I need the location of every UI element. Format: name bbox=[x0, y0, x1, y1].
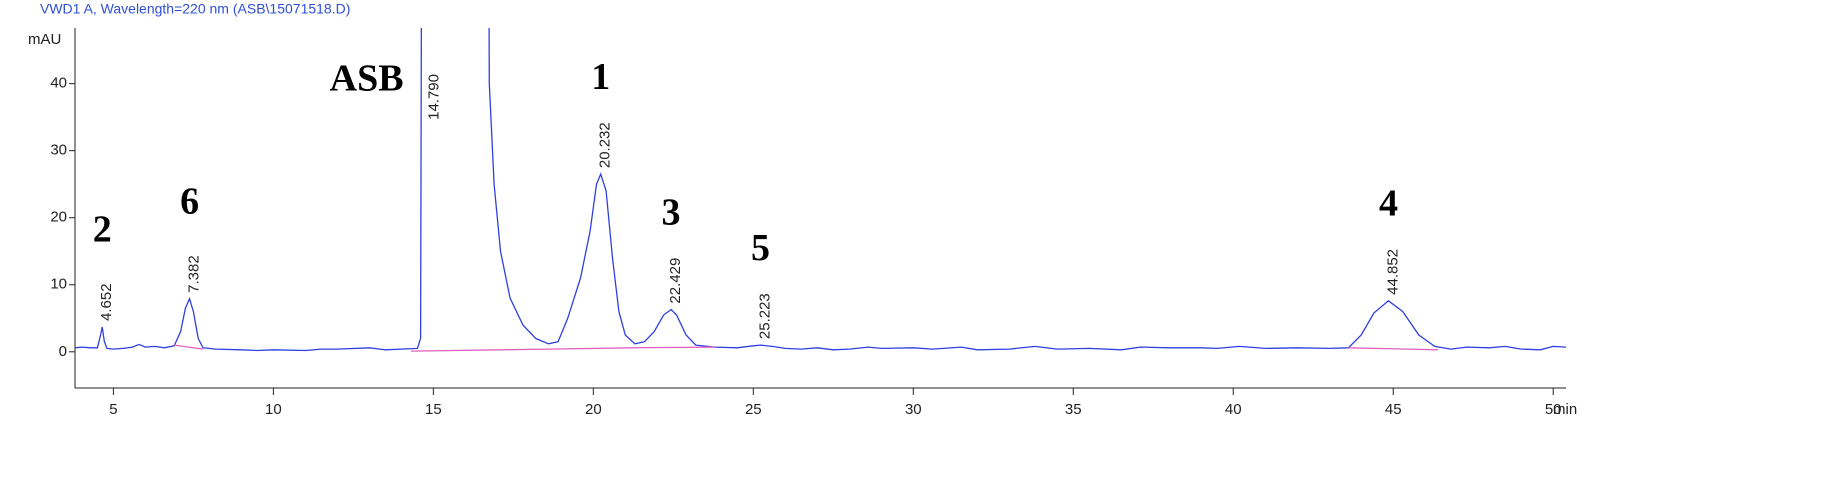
peak-name: 4 bbox=[1379, 183, 1398, 225]
y-tick-label: 10 bbox=[50, 276, 67, 293]
plot-area bbox=[75, 28, 1566, 352]
peak-name: 1 bbox=[591, 56, 610, 98]
y-tick-label: 0 bbox=[59, 343, 67, 360]
x-tick-label: 45 bbox=[1385, 401, 1402, 418]
peak-name: 5 bbox=[751, 227, 770, 269]
x-tick-label: 15 bbox=[425, 401, 442, 418]
x-tick-label: 30 bbox=[905, 401, 922, 418]
retention-time: 25.223 bbox=[756, 293, 773, 339]
series-line bbox=[75, 28, 1566, 352]
x-tick-label: 40 bbox=[1225, 401, 1242, 418]
peak-name: 2 bbox=[93, 209, 112, 251]
peak-name: ASB bbox=[330, 58, 404, 100]
x-tick-label: 50 bbox=[1545, 401, 1562, 418]
retention-time: 20.232 bbox=[597, 122, 614, 168]
x-tick-label: 10 bbox=[265, 401, 282, 418]
x-tick-label: 5 bbox=[109, 401, 117, 418]
retention-time: 4.652 bbox=[98, 283, 115, 321]
x-tick-label: 25 bbox=[745, 401, 762, 418]
x-tick-label: 35 bbox=[1065, 401, 1082, 418]
retention-time: 44.852 bbox=[1384, 249, 1401, 295]
peak-name: 6 bbox=[180, 181, 199, 223]
retention-time: 22.429 bbox=[667, 258, 684, 304]
chart-title: VWD1 A, Wavelength=220 nm (ASB\15071518.… bbox=[40, 1, 350, 17]
y-tick-label: 40 bbox=[50, 75, 67, 92]
y-axis-label: mAU bbox=[28, 31, 61, 48]
x-tick-label: 20 bbox=[585, 401, 602, 418]
y-tick-label: 30 bbox=[50, 142, 67, 159]
retention-time: 14.790 bbox=[426, 74, 443, 120]
peak-name: 3 bbox=[662, 191, 681, 233]
retention-time: 7.382 bbox=[186, 255, 203, 293]
y-tick-label: 20 bbox=[50, 209, 67, 226]
x-axis-label: min bbox=[1553, 401, 1577, 418]
series-line bbox=[174, 344, 1439, 352]
